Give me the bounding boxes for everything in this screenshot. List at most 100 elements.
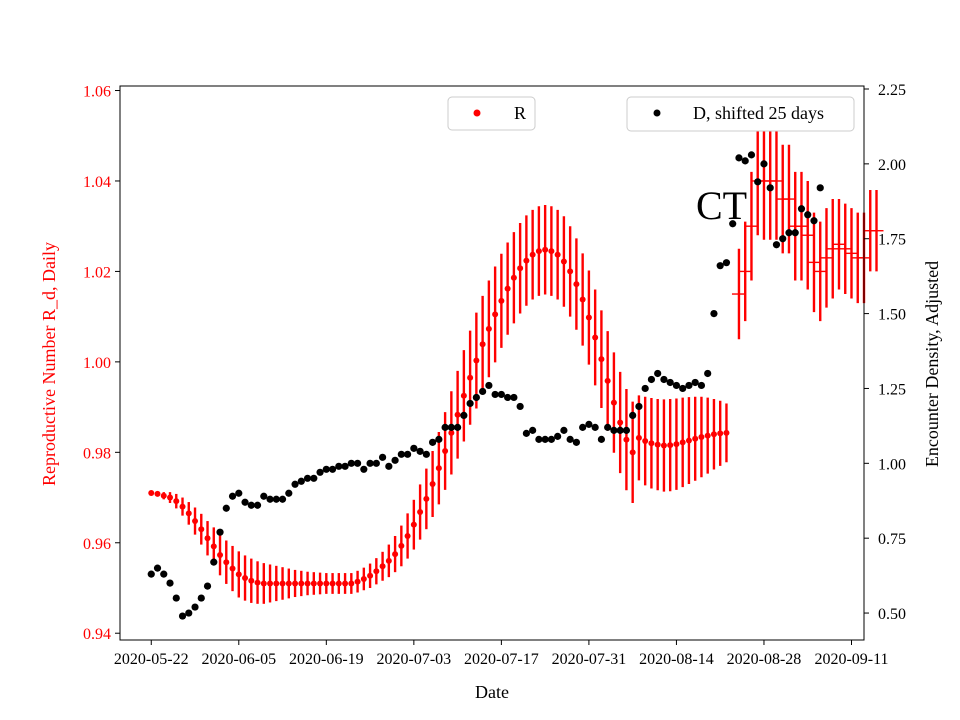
y-right-tick-label-5: 1.75 — [878, 232, 906, 249]
r-point-90 — [710, 431, 717, 438]
r-point-26 — [310, 580, 317, 587]
r-point-75 — [617, 419, 624, 426]
r-point-69 — [579, 296, 586, 303]
r-point-3 — [167, 494, 174, 501]
d-point-101 — [779, 235, 787, 243]
legend-d-label: D, shifted 25 days — [693, 103, 824, 123]
y-left-tick-label-0: 0.94 — [83, 626, 111, 643]
d-point-49 — [454, 423, 462, 431]
r-point-56 — [498, 297, 505, 304]
r-point-66 — [560, 258, 567, 265]
d-point-73 — [604, 423, 612, 431]
d-point-6 — [185, 609, 193, 617]
r-point-91 — [717, 430, 724, 437]
y-axis-right: 0.50 0.75 1.00 1.25 1.50 1.75 2.00 2.25 — [864, 82, 906, 623]
r-point-34 — [360, 575, 367, 582]
r-point-36 — [373, 568, 380, 575]
r-point-37 — [379, 563, 386, 570]
y-left-tick-label-4: 1.02 — [83, 264, 111, 281]
legend-r-label: R — [514, 103, 526, 123]
d-point-57 — [504, 393, 512, 402]
d-point-98 — [760, 160, 768, 168]
d-point-82 — [660, 375, 668, 384]
d-point-89 — [704, 369, 712, 378]
x-tick-label-5: 2020-07-31 — [552, 651, 627, 668]
r-point-17 — [254, 579, 261, 586]
x-tick-label-3: 2020-07-03 — [377, 651, 452, 668]
r-point-87 — [692, 435, 699, 442]
d-point-91 — [716, 262, 724, 270]
d-point-103 — [791, 229, 799, 237]
d-point-106 — [810, 217, 818, 225]
r-point-58 — [510, 274, 517, 281]
d-point-107 — [816, 184, 824, 192]
r-point-2 — [160, 492, 167, 499]
r-point-74 — [610, 399, 617, 406]
d-point-3 — [166, 579, 174, 587]
d-point-54 — [485, 381, 493, 390]
r-point-14 — [235, 571, 242, 578]
d-point-102 — [785, 229, 793, 237]
r-point-88 — [698, 433, 705, 440]
d-point-44 — [422, 450, 430, 458]
d-point-20 — [272, 495, 280, 503]
d-point-16 — [247, 501, 255, 509]
d-point-26 — [310, 474, 318, 482]
d-point-4 — [172, 594, 180, 602]
d-point-90 — [710, 309, 718, 318]
r-point-13 — [229, 565, 236, 572]
r-point-47 — [442, 447, 449, 454]
r-point-11 — [217, 551, 224, 558]
d-point-88 — [697, 381, 706, 390]
d-point-38 — [385, 462, 393, 470]
r-point-38 — [385, 557, 392, 564]
r-point-48 — [448, 429, 455, 436]
r-point-40 — [398, 542, 405, 549]
d-point-29 — [328, 465, 337, 473]
r-point-92 — [723, 429, 730, 436]
r-point-25 — [304, 580, 311, 587]
y-left-tick-label-2: 0.98 — [83, 445, 111, 462]
d-point-87 — [691, 378, 699, 387]
d-point-76 — [622, 426, 631, 434]
d-point-46 — [435, 435, 443, 443]
d-point-33 — [353, 459, 362, 467]
r-point-82 — [660, 442, 667, 449]
r-point-22 — [285, 580, 292, 587]
y-right-tick-label-1: 0.75 — [878, 531, 906, 548]
d-point-80 — [647, 375, 656, 384]
d-point-42 — [410, 444, 418, 452]
annotation-ct: CT — [696, 183, 747, 228]
r-point-70 — [585, 314, 592, 321]
d-point-105 — [804, 211, 812, 219]
d-point-37 — [378, 453, 387, 461]
r-point-89 — [704, 432, 711, 439]
d-point-1 — [153, 564, 162, 572]
d-point-30 — [335, 462, 343, 470]
legend-d: D, shifted 25 days — [626, 96, 855, 132]
d-point-68 — [572, 438, 581, 446]
r-point-85 — [679, 439, 686, 446]
d-point-8 — [197, 594, 205, 602]
x-axis-label: Date — [475, 682, 509, 702]
d-point-23 — [291, 480, 299, 488]
d-point-104 — [797, 205, 806, 213]
r-point-63 — [542, 246, 549, 253]
r-point-80 — [648, 440, 655, 447]
r-point-49 — [454, 411, 461, 418]
r-point-6 — [185, 510, 192, 517]
d-point-61 — [529, 426, 537, 434]
d-point-43 — [416, 447, 424, 455]
r-point-43 — [417, 509, 424, 516]
d-point-25 — [303, 474, 312, 482]
d-point-14 — [235, 489, 243, 497]
r-point-62 — [535, 248, 542, 255]
y-axis-left: 0.94 0.96 0.98 1.00 1.02 1.04 1.06 — [83, 84, 120, 643]
r-point-29 — [329, 580, 336, 587]
d-point-95 — [741, 157, 749, 165]
d-point-83 — [666, 378, 674, 387]
d-point-64 — [547, 435, 555, 443]
r-point-32 — [348, 580, 355, 587]
d-point-41 — [403, 450, 412, 458]
